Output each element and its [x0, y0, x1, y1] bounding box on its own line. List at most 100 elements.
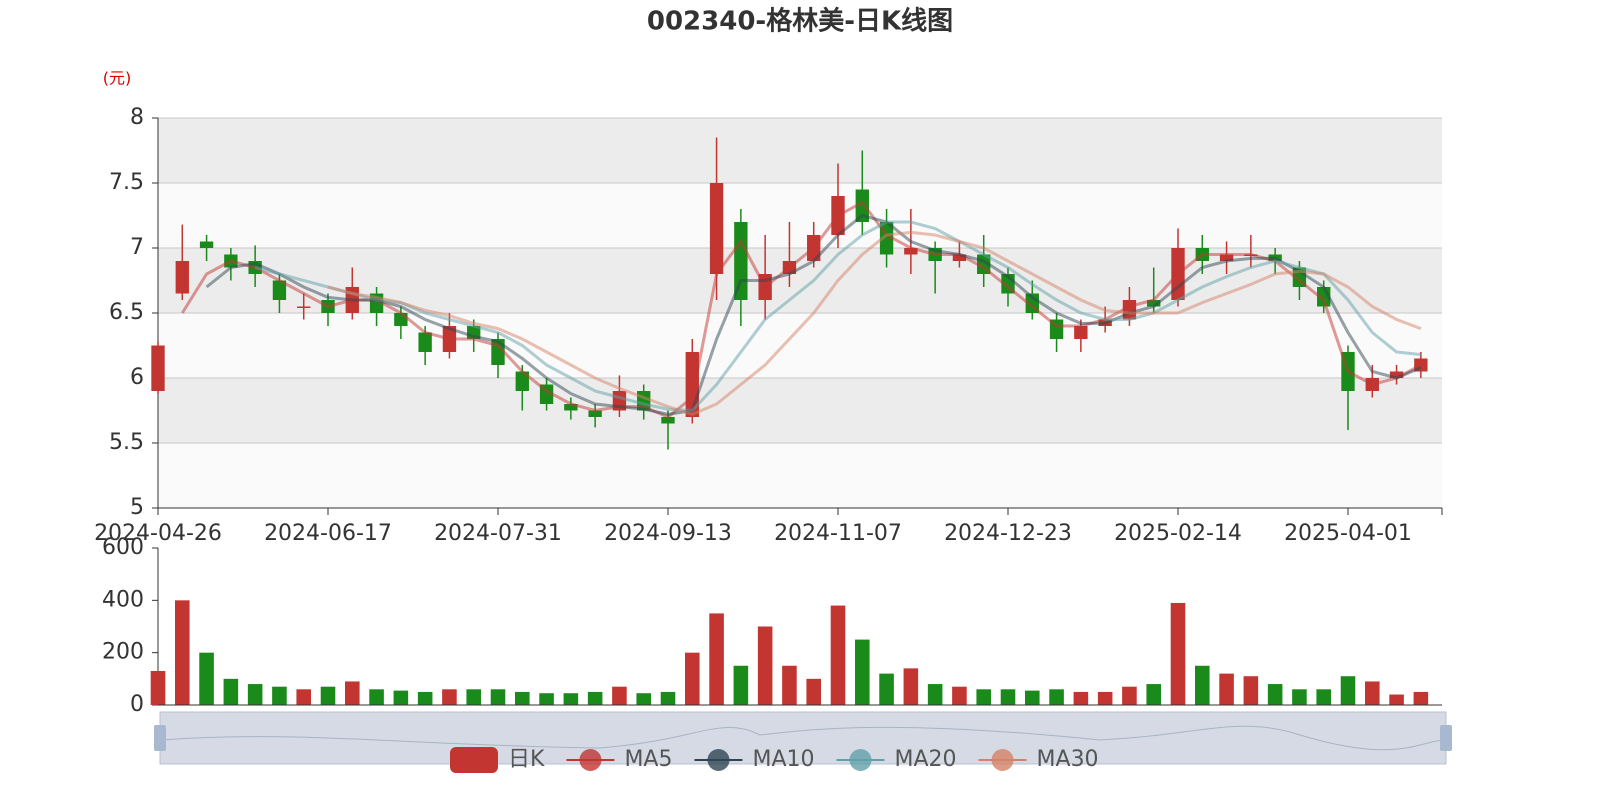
- ma-line: [327, 230, 1422, 416]
- volume-bar: [1267, 684, 1283, 705]
- y-tick-label: 6: [130, 365, 144, 390]
- volume-bar: [1219, 673, 1234, 705]
- volume-bar: [587, 691, 603, 705]
- grid-band: [158, 443, 1442, 508]
- volume-bar: [733, 665, 749, 705]
- volume-bar: [466, 689, 481, 705]
- legend-icon[interactable]: [991, 749, 1014, 771]
- volume-bar: [345, 681, 360, 705]
- volume-bar: [879, 673, 894, 705]
- candle-body: [952, 254, 967, 261]
- volume-bar: [1122, 686, 1137, 705]
- volume-bar: [1097, 691, 1113, 705]
- y-tick-label: 400: [102, 587, 144, 612]
- volume-bar: [320, 686, 336, 705]
- volume-bar: [150, 670, 166, 705]
- volume-bar: [830, 605, 846, 705]
- legend-label[interactable]: MA10: [752, 747, 814, 772]
- volume-bar: [612, 686, 627, 705]
- volume-bar: [1389, 694, 1404, 705]
- volume-bar: [563, 693, 579, 705]
- ma-line: [254, 220, 1422, 413]
- volume-bar: [272, 686, 287, 705]
- candle-body: [904, 248, 918, 255]
- legend-icon[interactable]: [579, 749, 602, 771]
- zoom-slider[interactable]: [154, 711, 1452, 765]
- candle-body: [709, 183, 724, 274]
- grid-band: [158, 118, 1442, 183]
- legend: 日K MA5 MA10 MA20 MA30: [450, 747, 1099, 773]
- ma-line: [181, 200, 1422, 419]
- volume-bar: [660, 691, 676, 705]
- legend-label[interactable]: MA5: [624, 747, 672, 772]
- grid-band: [158, 313, 1442, 378]
- y-tick-label: 7: [130, 235, 144, 260]
- y-tick-label: 7.5: [109, 170, 144, 195]
- slider-shadow: [159, 725, 1447, 751]
- volume-bar: [369, 689, 384, 705]
- volume-bar: [1316, 689, 1331, 705]
- volume-bar: [855, 639, 870, 705]
- volume-bar: [539, 693, 554, 705]
- volume-bar: [709, 613, 724, 705]
- candle-body: [1147, 300, 1161, 307]
- volume-bar: [1340, 676, 1356, 705]
- chart-title: 002340-格林美-日K线图: [647, 6, 953, 37]
- candle-body: [151, 345, 165, 391]
- volume-bar: [417, 691, 433, 705]
- candle-body: [588, 410, 602, 417]
- x-tick-label: 2024-11-07: [774, 521, 902, 546]
- legend-icon[interactable]: [849, 749, 872, 771]
- volume-bar: [1243, 676, 1259, 705]
- volume-bar: [1146, 684, 1161, 705]
- y-unit: (元): [103, 69, 132, 88]
- volume-bar: [223, 678, 239, 705]
- volume-bar: [1049, 689, 1064, 705]
- candle-body: [272, 280, 287, 300]
- y-tick-label: 0: [130, 692, 144, 717]
- volume-bar: [757, 626, 773, 705]
- grid-band: [158, 378, 1442, 443]
- volume-bar: [442, 689, 457, 705]
- volume-bar: [782, 665, 797, 705]
- candle-body: [175, 261, 189, 294]
- legend-label[interactable]: MA30: [1037, 747, 1099, 772]
- candle-body: [1389, 371, 1404, 378]
- candle-body: [199, 241, 214, 248]
- legend-label[interactable]: MA20: [895, 747, 957, 772]
- x-tick-label: 2024-06-17: [264, 521, 392, 546]
- volume-bar: [952, 686, 967, 705]
- volume-bar: [490, 689, 506, 705]
- candle-body: [515, 371, 529, 391]
- legend-icon[interactable]: [450, 747, 498, 773]
- slider-handle[interactable]: [154, 725, 166, 751]
- volume-bar: [175, 600, 190, 705]
- volume-bar: [515, 691, 530, 705]
- x-tick-label: 2024-12-23: [944, 521, 1072, 546]
- y-tick-label: 5.5: [109, 430, 144, 455]
- y-tick-label: 600: [102, 535, 144, 560]
- volume-bar: [806, 678, 821, 705]
- x-tick-label: 2024-04-26: [94, 521, 222, 546]
- slider-track[interactable]: [159, 711, 1447, 765]
- candle-body: [564, 404, 578, 411]
- legend-icon[interactable]: [707, 749, 730, 771]
- volume-bar: [1292, 689, 1307, 705]
- candle-body: [855, 189, 869, 222]
- volume-bar: [1073, 691, 1089, 705]
- slider-handle[interactable]: [1440, 725, 1452, 751]
- volume-bar: [199, 652, 214, 705]
- volume-bar: [1025, 690, 1040, 705]
- grid-band: [158, 183, 1442, 248]
- candle-body: [418, 332, 432, 352]
- volume-bar: [296, 689, 311, 705]
- volume-bar: [685, 652, 700, 705]
- volume-bar: [1365, 681, 1380, 705]
- volume-bar: [393, 690, 409, 705]
- candle-body: [661, 417, 675, 424]
- y-tick-label: 8: [130, 105, 144, 130]
- x-tick-label: 2025-04-01: [1284, 521, 1412, 546]
- legend-label[interactable]: 日K: [508, 747, 545, 772]
- y-tick-label: 5: [130, 495, 144, 520]
